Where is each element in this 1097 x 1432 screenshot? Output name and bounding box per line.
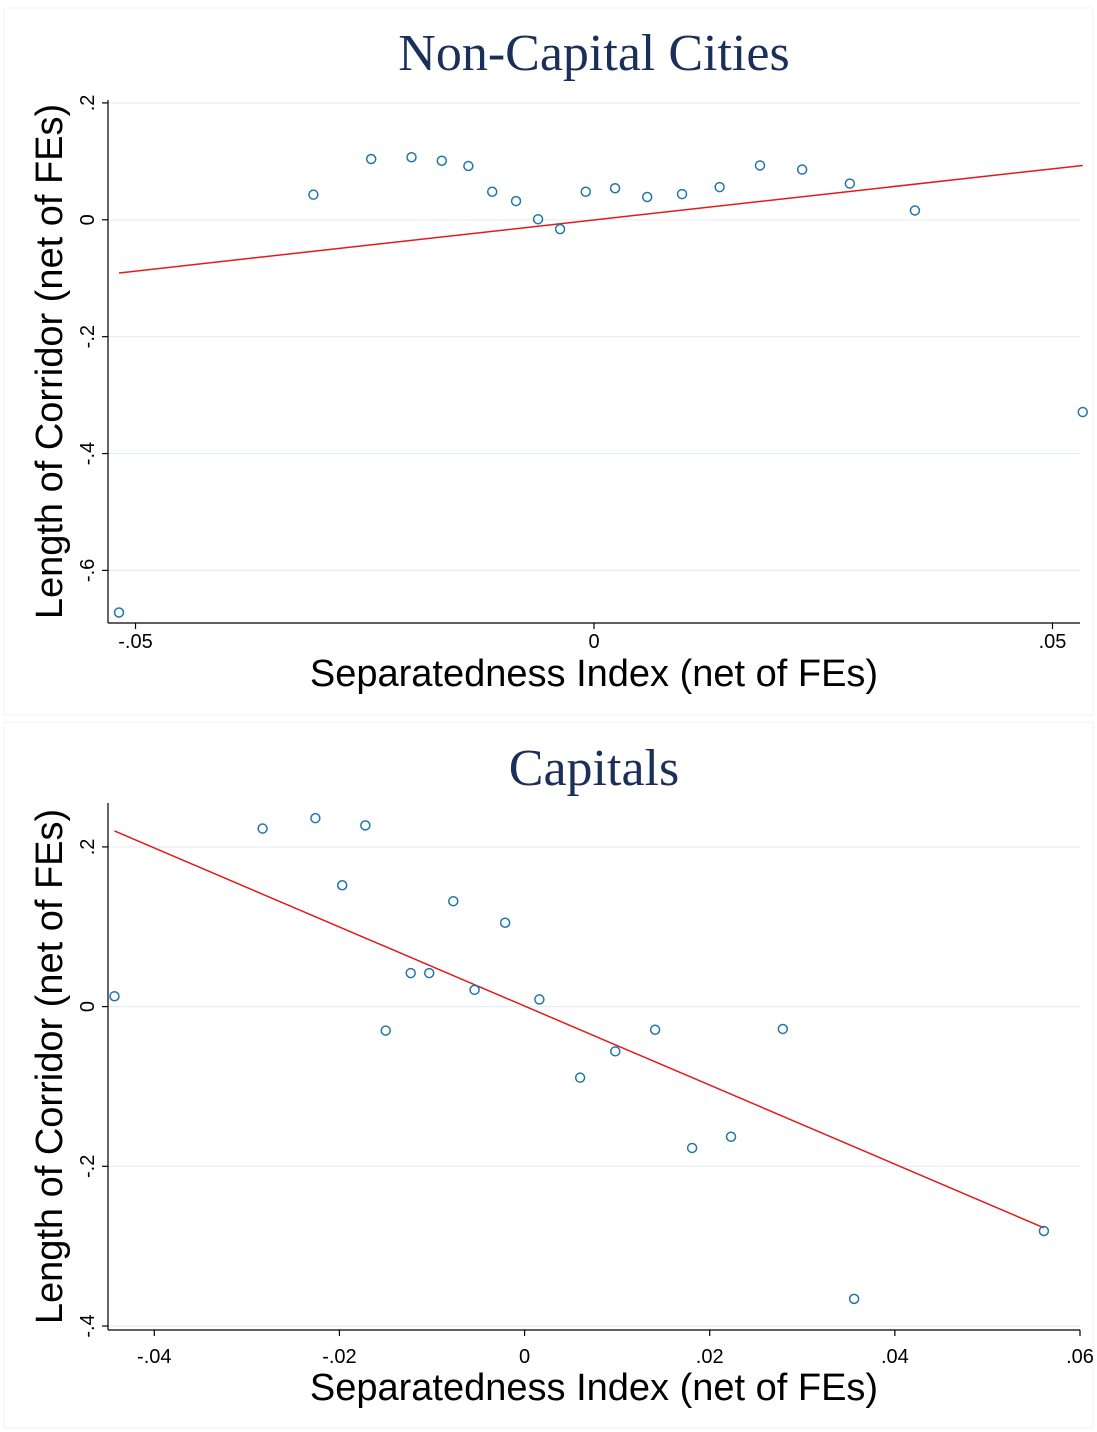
data-point (109, 990, 120, 1002)
chart-capitals: Capitals .2 0 -.2 -.4 -.04 -.02 0 .02 .04 .06 Separ… (3, 721, 1094, 1429)
x-tick-label: 0 (519, 1346, 530, 1368)
x-tick-label: .02 (696, 1346, 724, 1368)
y-axis-label: Length of Corridor (net of FEs) (29, 809, 71, 1324)
data-point (909, 205, 921, 216)
data-point (257, 823, 268, 834)
data-point (1077, 406, 1089, 418)
data-point (609, 182, 621, 194)
y-axis-label: Length of Corridor (net of FEs) (29, 104, 71, 619)
x-axis-label: Separatedness Index (net of FEs) (310, 653, 878, 695)
data-point (574, 1072, 586, 1083)
x-tick-label: .05 (1039, 631, 1067, 653)
data-point (686, 1142, 698, 1154)
fit-line (118, 164, 1083, 274)
data-point (532, 213, 544, 225)
y-tick-label: 0 (77, 1001, 99, 1012)
y-tick-label: .2 (77, 95, 99, 112)
panel-frame (3, 7, 1094, 716)
data-point (777, 1023, 789, 1035)
data-point (848, 1293, 860, 1305)
data-point (380, 1025, 391, 1036)
data-point (423, 967, 435, 979)
data-point (580, 186, 591, 197)
data-point (365, 153, 377, 165)
data-point (725, 1131, 737, 1143)
data-point (641, 191, 653, 203)
data-point (436, 155, 448, 167)
y-tick-label: .2 (77, 839, 99, 856)
data-point (499, 917, 511, 929)
y-tick-label: 0 (77, 214, 99, 225)
data-point (754, 160, 766, 171)
x-tick-label: .06 (1066, 1346, 1094, 1368)
data-point (796, 164, 808, 175)
panel-frame (3, 721, 1094, 1429)
chart-title: Non-Capital Cities (398, 25, 789, 82)
data-point (463, 160, 474, 172)
chart-title: Capitals (509, 740, 679, 797)
data-point (486, 186, 498, 197)
data-point (534, 994, 545, 1005)
chart-non-capital-cities: Non-Capital Cities .2 0 -.2 -.4 -.6 -.05 0 .05 Se… (3, 7, 1094, 716)
x-tick-label: -.04 (137, 1346, 171, 1368)
data-point (113, 607, 125, 618)
data-point (1038, 1225, 1050, 1237)
data-point (676, 188, 688, 200)
data-point (610, 1046, 621, 1057)
fit-line (114, 830, 1045, 1229)
y-tick-label: -.4 (77, 442, 99, 465)
data-point (469, 984, 480, 996)
y-tick-label: -.6 (77, 559, 99, 582)
x-tick-label: .04 (881, 1346, 909, 1368)
data-point (308, 189, 319, 200)
data-point (714, 181, 725, 193)
data-point (649, 1024, 661, 1036)
data-point (448, 895, 459, 907)
y-tick-label: -.2 (77, 1155, 99, 1178)
data-point (844, 178, 856, 189)
x-tick-label: 0 (588, 631, 599, 653)
data-point (554, 223, 566, 235)
data-point (510, 195, 522, 207)
x-tick-label: -.05 (118, 631, 152, 653)
x-axis-label: Separatedness Index (net of FEs) (310, 1367, 878, 1409)
data-point (336, 879, 348, 891)
data-point (310, 812, 321, 824)
data-point (405, 967, 416, 979)
x-tick-label: -.02 (322, 1346, 356, 1368)
y-tick-label: -.2 (77, 325, 99, 348)
data-point (406, 152, 417, 163)
y-tick-label: -.4 (77, 1314, 99, 1337)
data-point (360, 820, 371, 831)
